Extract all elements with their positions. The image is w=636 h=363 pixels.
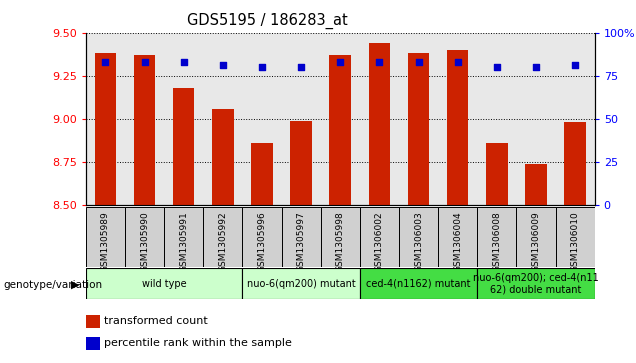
Point (218, 62, 228, 68)
Text: wild type: wild type (142, 278, 186, 289)
Text: GDS5195 / 186283_at: GDS5195 / 186283_at (187, 13, 347, 29)
Text: genotype/variation: genotype/variation (3, 280, 102, 290)
Bar (564, 122, 586, 205)
Text: percentile rank within the sample: percentile rank within the sample (104, 338, 291, 348)
Bar (204, 207, 242, 267)
Point (570, 62, 580, 68)
Text: GSM1306010: GSM1306010 (570, 212, 579, 273)
Bar (516, 207, 555, 267)
Bar (477, 207, 516, 267)
Bar (134, 55, 155, 205)
Text: ced-4(n1162) mutant: ced-4(n1162) mutant (366, 278, 471, 289)
Text: GSM1305991: GSM1305991 (179, 212, 188, 273)
Text: GSM1306009: GSM1306009 (532, 212, 541, 273)
Text: GSM1305997: GSM1305997 (296, 212, 306, 273)
Bar (282, 207, 321, 267)
Bar (360, 207, 399, 267)
Bar (525, 164, 547, 205)
Bar (369, 43, 390, 205)
Point (335, 59, 345, 65)
Text: nuo-6(qm200) mutant: nuo-6(qm200) mutant (247, 278, 356, 289)
Text: nuo-6(qm200); ced-4(n11
62) double mutant: nuo-6(qm200); ced-4(n11 62) double mutan… (473, 273, 599, 294)
Text: GSM1306008: GSM1306008 (492, 212, 501, 273)
Point (296, 64, 306, 70)
Point (375, 59, 385, 65)
Bar (242, 207, 282, 267)
Point (100, 59, 111, 65)
Point (179, 59, 189, 65)
Point (531, 64, 541, 70)
Point (257, 64, 267, 70)
Bar (95, 53, 116, 205)
Bar (438, 207, 477, 267)
Bar (86, 207, 125, 267)
Text: GSM1306004: GSM1306004 (453, 212, 462, 272)
Point (453, 59, 463, 65)
Bar (477, 268, 595, 299)
Text: GSM1305996: GSM1305996 (258, 212, 266, 273)
Bar (125, 207, 164, 267)
Bar (321, 207, 360, 267)
Bar (486, 143, 508, 205)
Text: GSM1306003: GSM1306003 (414, 212, 423, 273)
Bar (242, 268, 360, 299)
Bar (555, 207, 595, 267)
Bar (399, 207, 438, 267)
Bar (447, 50, 469, 205)
Text: transformed count: transformed count (104, 316, 207, 326)
Bar (173, 88, 195, 205)
Bar (212, 109, 233, 205)
Point (413, 59, 424, 65)
Point (492, 64, 502, 70)
Bar (251, 143, 273, 205)
Text: GSM1305990: GSM1305990 (140, 212, 149, 273)
Text: GSM1306002: GSM1306002 (375, 212, 384, 272)
Text: GSM1305989: GSM1305989 (101, 212, 110, 273)
Text: GSM1305992: GSM1305992 (218, 212, 227, 272)
Bar (408, 53, 429, 205)
Point (139, 59, 149, 65)
Bar (291, 121, 312, 205)
Bar (329, 55, 351, 205)
Bar (360, 268, 477, 299)
Bar (86, 268, 242, 299)
Text: GSM1305998: GSM1305998 (336, 212, 345, 273)
Bar (164, 207, 204, 267)
Text: ▶: ▶ (71, 280, 80, 290)
